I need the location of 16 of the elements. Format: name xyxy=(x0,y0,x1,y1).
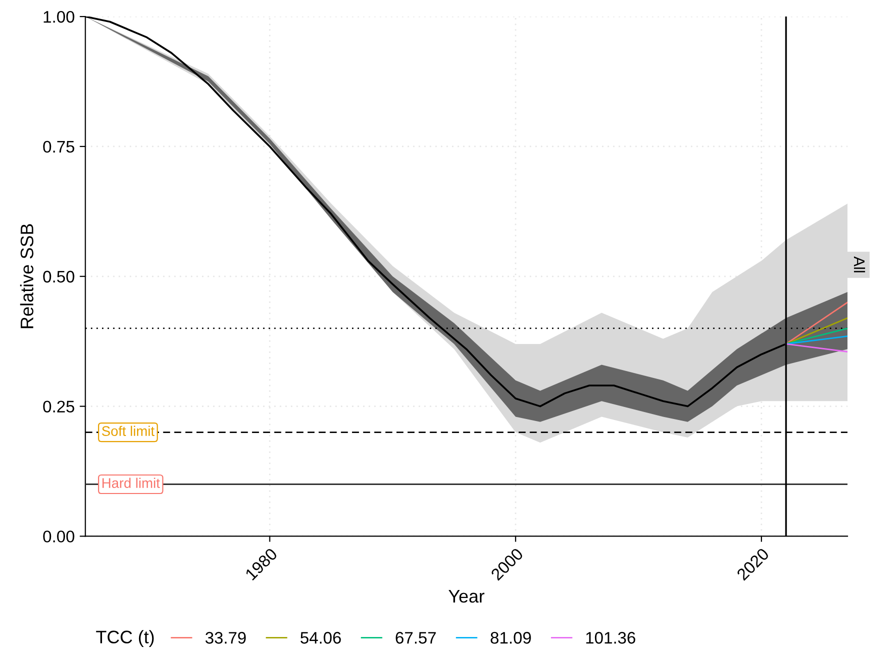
y-tick-label: 0.50 xyxy=(43,270,74,283)
legend-label: 54.06 xyxy=(300,632,341,644)
y-tick-label: 0.25 xyxy=(43,400,74,413)
legend-title: TCC (t) xyxy=(96,630,154,647)
ref-line-label: Soft limit xyxy=(102,426,154,436)
y-axis-title: Relative SSB xyxy=(20,224,34,328)
y-tick-label: 0.00 xyxy=(43,530,74,542)
legend-label: 101.36 xyxy=(586,632,636,644)
text: All xyxy=(854,256,866,272)
ref-line-label: Hard limit xyxy=(102,478,160,488)
y-tick-label: 0.75 xyxy=(43,140,74,153)
legend-label: 81.09 xyxy=(490,632,531,644)
x-axis-title: Year xyxy=(448,590,484,603)
legend-label: 67.57 xyxy=(396,632,436,644)
y-tick-label: 1.00 xyxy=(44,10,74,23)
legend-label: 33.79 xyxy=(205,632,246,644)
